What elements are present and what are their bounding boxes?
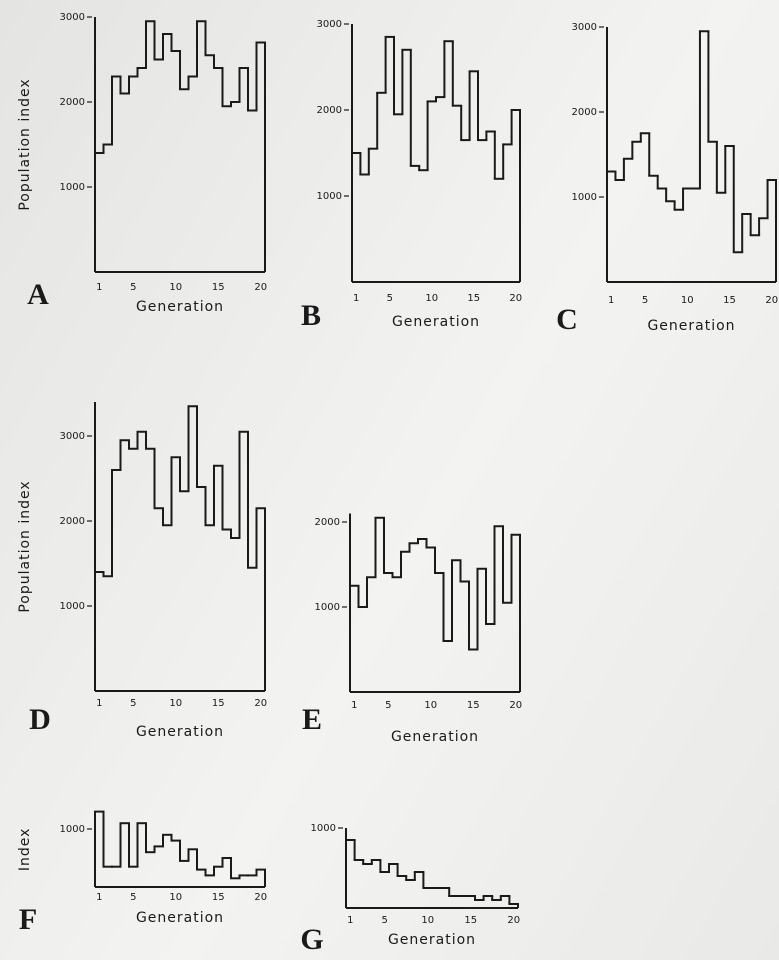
y-tick-label: 3000 [60, 12, 85, 23]
x-tick-label: 1 [347, 915, 353, 926]
x-tick-label: 15 [723, 295, 736, 306]
panel-letter: A [27, 278, 49, 311]
panel-letter: E [302, 703, 322, 736]
x-tick-label: 10 [169, 282, 182, 293]
y-tick-label: 3000 [60, 431, 85, 442]
x-tick-label: 15 [467, 700, 480, 711]
y-tick-label: 1000 [315, 602, 340, 613]
x-tick-label: 20 [254, 698, 267, 709]
x-tick-label: 5 [382, 915, 388, 926]
y-axis-label: Population index [17, 480, 33, 612]
panel-letter: B [301, 299, 321, 332]
x-axis-label: Generation [647, 318, 735, 334]
x-axis-label: Generation [136, 910, 224, 926]
panel-letter: F [19, 903, 37, 936]
x-tick-label: 20 [509, 293, 522, 304]
x-axis-label: Generation [388, 932, 476, 948]
x-tick-label: 1 [96, 698, 102, 709]
x-tick-label: 10 [169, 698, 182, 709]
x-tick-label: 5 [130, 282, 136, 293]
panel-letter: D [29, 703, 51, 736]
x-tick-label: 20 [254, 892, 267, 903]
y-axis-label: Index [17, 828, 33, 872]
x-tick-label: 10 [425, 293, 438, 304]
x-tick-label: 15 [212, 698, 225, 709]
y-tick-label: 1000 [572, 192, 597, 203]
x-tick-label: 5 [642, 295, 648, 306]
x-tick-label: 1 [353, 293, 359, 304]
x-tick-label: 20 [509, 700, 522, 711]
x-axis-label: Generation [391, 729, 479, 745]
x-tick-label: 15 [212, 892, 225, 903]
panel-letter: C [556, 303, 578, 336]
y-tick-label: 2000 [572, 107, 597, 118]
x-tick-label: 1 [96, 282, 102, 293]
x-tick-label: 15 [467, 293, 480, 304]
y-tick-label: 3000 [572, 22, 597, 33]
x-tick-label: 20 [507, 915, 520, 926]
x-tick-label: 1 [608, 295, 614, 306]
panel-letter: G [300, 923, 323, 956]
x-tick-label: 10 [424, 700, 437, 711]
y-tick-label: 1000 [317, 191, 342, 202]
x-tick-label: 15 [212, 282, 225, 293]
x-tick-label: 5 [130, 892, 136, 903]
x-tick-label: 1 [96, 892, 102, 903]
y-axis-label: Population index [17, 78, 33, 210]
x-tick-label: 10 [421, 915, 434, 926]
y-tick-label: 2000 [60, 516, 85, 527]
y-tick-label: 3000 [317, 19, 342, 30]
y-tick-label: 2000 [315, 517, 340, 528]
y-tick-label: 1000 [60, 182, 85, 193]
x-tick-label: 1 [351, 700, 357, 711]
x-tick-label: 20 [765, 295, 778, 306]
x-axis-label: Generation [136, 724, 224, 740]
x-tick-label: 15 [464, 915, 477, 926]
x-tick-label: 5 [387, 293, 393, 304]
y-tick-label: 1000 [60, 601, 85, 612]
x-tick-label: 5 [130, 698, 136, 709]
y-tick-label: 1000 [311, 823, 336, 834]
x-axis-label: Generation [136, 299, 224, 315]
x-tick-label: 10 [681, 295, 694, 306]
y-tick-label: 1000 [60, 824, 85, 835]
x-tick-label: 10 [169, 892, 182, 903]
y-tick-label: 2000 [60, 97, 85, 108]
x-tick-label: 5 [385, 700, 391, 711]
y-tick-label: 2000 [317, 105, 342, 116]
x-axis-label: Generation [392, 314, 480, 330]
x-tick-label: 20 [254, 282, 267, 293]
